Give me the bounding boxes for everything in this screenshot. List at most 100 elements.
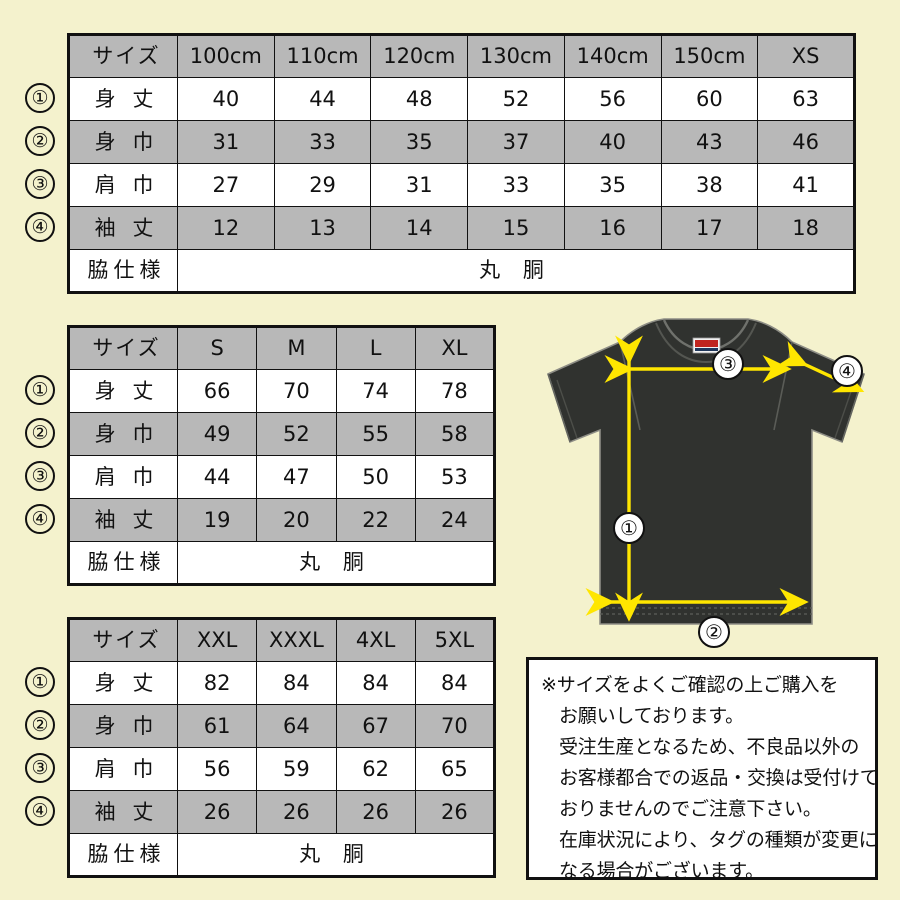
table-row: 肩 巾 56 59 62 65 [68, 747, 496, 791]
tshirt-illustration [547, 318, 865, 625]
header-size-label: サイズ [68, 618, 178, 662]
table-row: 身 丈 82 84 84 84 [68, 661, 496, 705]
cell-value: 22 [335, 498, 416, 542]
cell-value: 31 [177, 120, 275, 164]
row-marker-1: ① [25, 375, 55, 405]
cell-value: 65 [414, 747, 496, 791]
cell-value: 44 [273, 77, 372, 121]
footer-label: 脇仕様 [68, 249, 178, 293]
cell-value: 49 [176, 412, 258, 456]
row-label: 肩 巾 [68, 455, 178, 499]
row-label: 身 巾 [68, 412, 178, 456]
table-row: 身 巾 31 33 35 37 40 43 46 [68, 120, 855, 164]
column-header-1: 110cm [273, 34, 372, 78]
cell-value: 53 [414, 455, 496, 499]
row-marker-1: ① [25, 83, 55, 113]
cell-value: 13 [273, 206, 372, 250]
table-footer-row: 脇仕様丸 胴 [68, 541, 495, 585]
table-row: 肩 巾 27 29 31 33 35 38 41 [68, 163, 855, 207]
cell-value: 48 [370, 77, 469, 121]
cell-value: 12 [177, 206, 275, 250]
purchase-notice-box: ※サイズをよくご確認の上ご購入を お願いしております。 受注生産となるため、不良品以… [526, 657, 879, 882]
cell-value: 52 [467, 77, 565, 121]
cell-value: 84 [335, 661, 416, 705]
cell-value: 47 [256, 455, 337, 499]
column-header-3: XL [414, 326, 496, 370]
cell-value: 58 [414, 412, 496, 456]
shirt-silhouette [547, 318, 865, 625]
cell-value: 20 [256, 498, 337, 542]
cell-value: 17 [660, 206, 759, 250]
cell-value: 31 [370, 163, 469, 207]
cell-value: 14 [370, 206, 469, 250]
table-header-row: サイズ 100cm 110cm 120cm 130cm 140cm 150cm XS [68, 34, 855, 78]
cell-value: 52 [256, 412, 337, 456]
cell-value: 35 [563, 163, 662, 207]
cell-value: 78 [414, 369, 496, 413]
table-footer-row: 脇仕様丸 胴 [68, 249, 855, 293]
cell-value: 74 [335, 369, 416, 413]
cell-value: 26 [335, 790, 416, 834]
cell-value: 43 [660, 120, 759, 164]
cell-value: 26 [414, 790, 496, 834]
cell-value: 67 [335, 704, 416, 748]
row-marker-1: ① [25, 667, 55, 697]
row-marker-4: ④ [25, 796, 55, 826]
size-table-adult: サイズ S M L XL 身 丈 66 70 74 78 身 巾 49 52 55 58 肩 巾 44 47 50 5… [67, 325, 496, 586]
column-header-0: XXL [176, 618, 258, 662]
row-marker-2: ② [25, 710, 55, 740]
cell-value: 56 [563, 77, 662, 121]
notice-line-7: なる場合がございます。 [559, 860, 764, 882]
cell-value: 38 [660, 163, 759, 207]
column-header-1: XXXL [256, 618, 337, 662]
cell-value: 16 [563, 206, 662, 250]
footer-value: 丸 胴 [177, 833, 495, 877]
tshirt-diagram: ③ ④ ① ② [512, 312, 900, 652]
row-marker-2: ② [25, 126, 55, 156]
cell-value: 33 [467, 163, 565, 207]
row-label: 袖 丈 [68, 498, 178, 542]
table-header-row: サイズ S M L XL [68, 326, 496, 370]
table-row: 身 丈 66 70 74 78 [68, 369, 496, 413]
notice-line-1: ※サイズをよくご確認の上ご購入を [541, 674, 839, 696]
table-header-row: サイズ XXL XXXL 4XL 5XL [68, 618, 496, 662]
cell-value: 41 [757, 163, 855, 207]
header-size-label: サイズ [68, 34, 178, 78]
cell-value: 35 [370, 120, 469, 164]
notice-line-2: お願いしております。 [559, 705, 744, 727]
notice-line-6: 在庫状況により、タグの種類が変更に [559, 829, 878, 851]
header-size-label: サイズ [68, 326, 178, 370]
size-table-kids: サイズ 100cm 110cm 120cm 130cm 140cm 150cm XS 身 丈 40… [67, 33, 856, 294]
cell-value: 33 [273, 120, 372, 164]
table-row: 肩 巾 44 47 50 53 [68, 455, 496, 499]
cell-value: 19 [176, 498, 258, 542]
cell-value: 15 [467, 206, 565, 250]
neck-tag-icon [692, 337, 721, 354]
column-header-0: 100cm [177, 34, 275, 78]
cell-value: 82 [176, 661, 258, 705]
footer-label: 脇仕様 [68, 833, 178, 877]
cell-value: 26 [176, 790, 258, 834]
column-header-1: M [256, 326, 337, 370]
column-header-2: 120cm [370, 34, 469, 78]
table-footer-row: 脇仕様丸 胴 [68, 833, 495, 877]
row-marker-4: ④ [25, 504, 55, 534]
column-header-5: 150cm [660, 34, 759, 78]
cell-value: 29 [273, 163, 372, 207]
cell-value: 63 [757, 77, 855, 121]
cell-value: 37 [467, 120, 565, 164]
cell-value: 64 [256, 704, 337, 748]
callout-sleeve-length: ④ [831, 355, 863, 387]
row-label: 肩 巾 [68, 747, 178, 791]
column-header-6: XS [757, 34, 855, 78]
row-marker-2: ② [25, 418, 55, 448]
notice-text: ※サイズをよくご確認の上ご購入を お願いしております。 受注生産となるため、不良品以… [541, 670, 879, 887]
cell-value: 40 [177, 77, 275, 121]
row-label: 袖 丈 [68, 790, 178, 834]
cell-value: 70 [256, 369, 337, 413]
cell-value: 26 [256, 790, 337, 834]
row-label: 袖 丈 [68, 206, 178, 250]
footer-value: 丸 胴 [177, 541, 495, 585]
cell-value: 46 [757, 120, 855, 164]
cell-value: 24 [414, 498, 496, 542]
